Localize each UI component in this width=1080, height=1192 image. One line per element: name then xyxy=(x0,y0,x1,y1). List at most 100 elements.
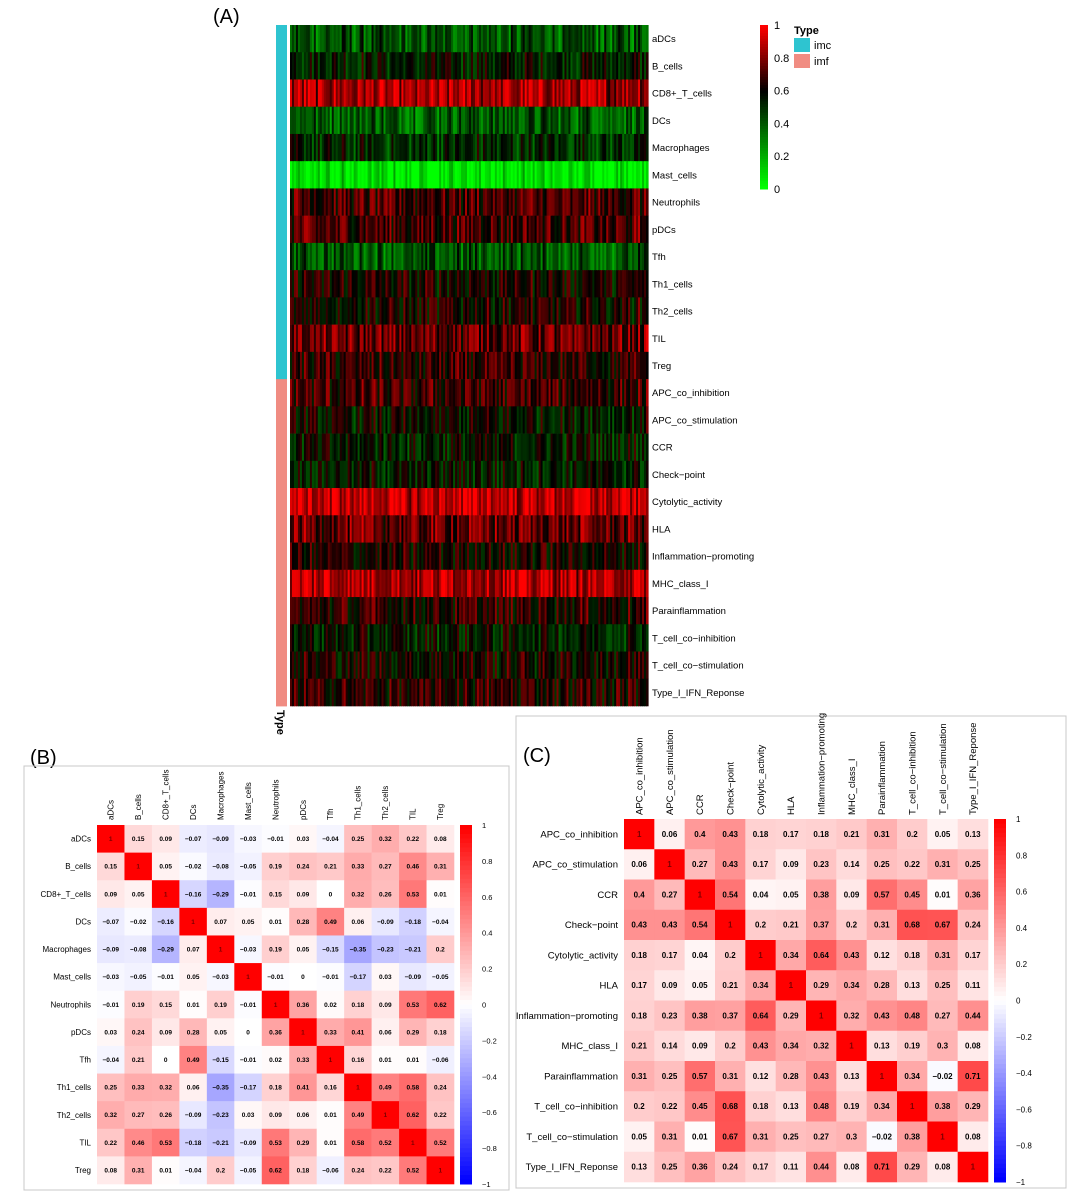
heatmap-cell xyxy=(309,297,313,325)
heatmap-cell xyxy=(588,351,591,380)
heatmap-cell xyxy=(600,488,603,516)
heatmap-cell xyxy=(540,542,544,571)
heatmap-cell xyxy=(339,515,343,543)
heatmap-cell xyxy=(359,460,363,489)
heatmap-cell xyxy=(413,597,416,625)
heatmap-cell xyxy=(548,597,552,625)
heatmap-cell xyxy=(574,242,577,271)
heatmap-cell xyxy=(421,133,424,162)
heatmap-cell xyxy=(512,569,516,598)
heatmap-cell xyxy=(305,161,309,189)
heatmap-cell xyxy=(604,242,607,271)
heatmap-cell xyxy=(359,597,363,625)
heatmap-cell xyxy=(628,379,631,407)
heatmap-cell xyxy=(347,406,351,434)
heatmap-cell xyxy=(403,161,406,189)
heatmap-cell xyxy=(504,324,508,353)
heatmap-cell xyxy=(562,324,566,353)
heatmap-cell xyxy=(311,188,315,216)
heatmap-cell xyxy=(321,215,325,244)
heatmap-cell xyxy=(622,569,625,598)
heatmap-cell xyxy=(606,188,609,216)
heatmap-cell xyxy=(319,188,323,216)
heatmap-cell xyxy=(309,515,313,543)
heatmap-cell xyxy=(401,569,404,598)
heatmap-cell xyxy=(427,488,430,516)
heatmap-cell xyxy=(496,406,500,434)
heatmap-cell xyxy=(401,161,404,189)
heatmap-cell xyxy=(381,488,385,516)
heatmap-cell xyxy=(616,569,619,598)
heatmap-cell xyxy=(387,569,391,598)
heatmap-cell xyxy=(528,25,532,53)
heatmap-cell xyxy=(371,651,375,680)
heatmap-cell xyxy=(445,297,448,325)
heatmap-cell xyxy=(590,433,593,462)
heatmap-cell xyxy=(576,351,579,380)
heatmap-cell xyxy=(512,324,516,353)
matrix-value-label: −0.18 xyxy=(185,1140,202,1147)
heatmap-cell xyxy=(329,188,333,216)
heatmap-cell xyxy=(600,542,603,571)
heatmap-cell xyxy=(590,133,593,162)
row-label: Neutrophils xyxy=(652,198,700,209)
heatmap-cell xyxy=(604,515,607,543)
heatmap-cell xyxy=(582,488,585,516)
heatmap-cell xyxy=(455,25,458,53)
heatmap-cell xyxy=(638,515,641,543)
heatmap-cell xyxy=(397,161,400,189)
matrix-cell xyxy=(289,907,317,936)
heatmap-cell xyxy=(393,678,397,707)
heatmap-cell xyxy=(604,624,607,652)
heatmap-cell xyxy=(373,52,377,80)
heatmap-cell xyxy=(538,351,542,380)
type-annotation-cell xyxy=(276,678,287,707)
colorbar-segment xyxy=(760,87,768,92)
heatmap-cell xyxy=(472,651,476,680)
heatmap-cell xyxy=(357,270,361,298)
heatmap-cell xyxy=(425,79,428,108)
heatmap-cell xyxy=(323,433,327,462)
heatmap-cell xyxy=(644,188,647,216)
heatmap-cell xyxy=(506,52,510,80)
heatmap-cell xyxy=(594,515,597,543)
heatmap-cell xyxy=(532,79,536,108)
heatmap-cell xyxy=(419,379,422,407)
heatmap-cell xyxy=(291,515,295,543)
heatmap-cell xyxy=(538,79,542,108)
heatmap-cell xyxy=(335,406,339,434)
heatmap-cell xyxy=(365,433,369,462)
heatmap-cell xyxy=(470,324,474,353)
heatmap-cell xyxy=(459,569,462,598)
heatmap-cell xyxy=(504,433,508,462)
heatmap-cell xyxy=(291,161,295,189)
heatmap-cell xyxy=(421,79,424,108)
heatmap-cell xyxy=(630,297,633,325)
heatmap-cell xyxy=(548,379,552,407)
colorbar-segment xyxy=(760,115,768,119)
heatmap-cell xyxy=(443,79,446,108)
heatmap-cell xyxy=(469,297,472,325)
annotation-legend-title: Type xyxy=(794,25,819,37)
heatmap-cell xyxy=(453,379,456,407)
heatmap-cell xyxy=(596,624,599,652)
heatmap-cell xyxy=(478,215,482,244)
colorbar-segment xyxy=(760,35,768,40)
heatmap-cell xyxy=(470,188,474,216)
heatmap-cell xyxy=(297,133,301,162)
heatmap-cell xyxy=(564,52,568,80)
heatmap-cell xyxy=(327,597,331,625)
type-annotation-cell xyxy=(276,542,287,571)
heatmap-cell xyxy=(457,542,460,571)
heatmap-cell xyxy=(317,79,321,108)
heatmap-cell xyxy=(616,270,619,298)
heatmap-cell xyxy=(514,406,518,434)
heatmap-cell xyxy=(590,379,593,407)
heatmap-cell xyxy=(365,52,369,80)
heatmap-cell xyxy=(429,324,432,353)
heatmap-cell xyxy=(576,270,579,298)
heatmap-cell xyxy=(512,597,516,625)
heatmap-cell xyxy=(399,79,402,108)
heatmap-cell xyxy=(447,188,450,216)
heatmap-cell xyxy=(588,215,591,244)
